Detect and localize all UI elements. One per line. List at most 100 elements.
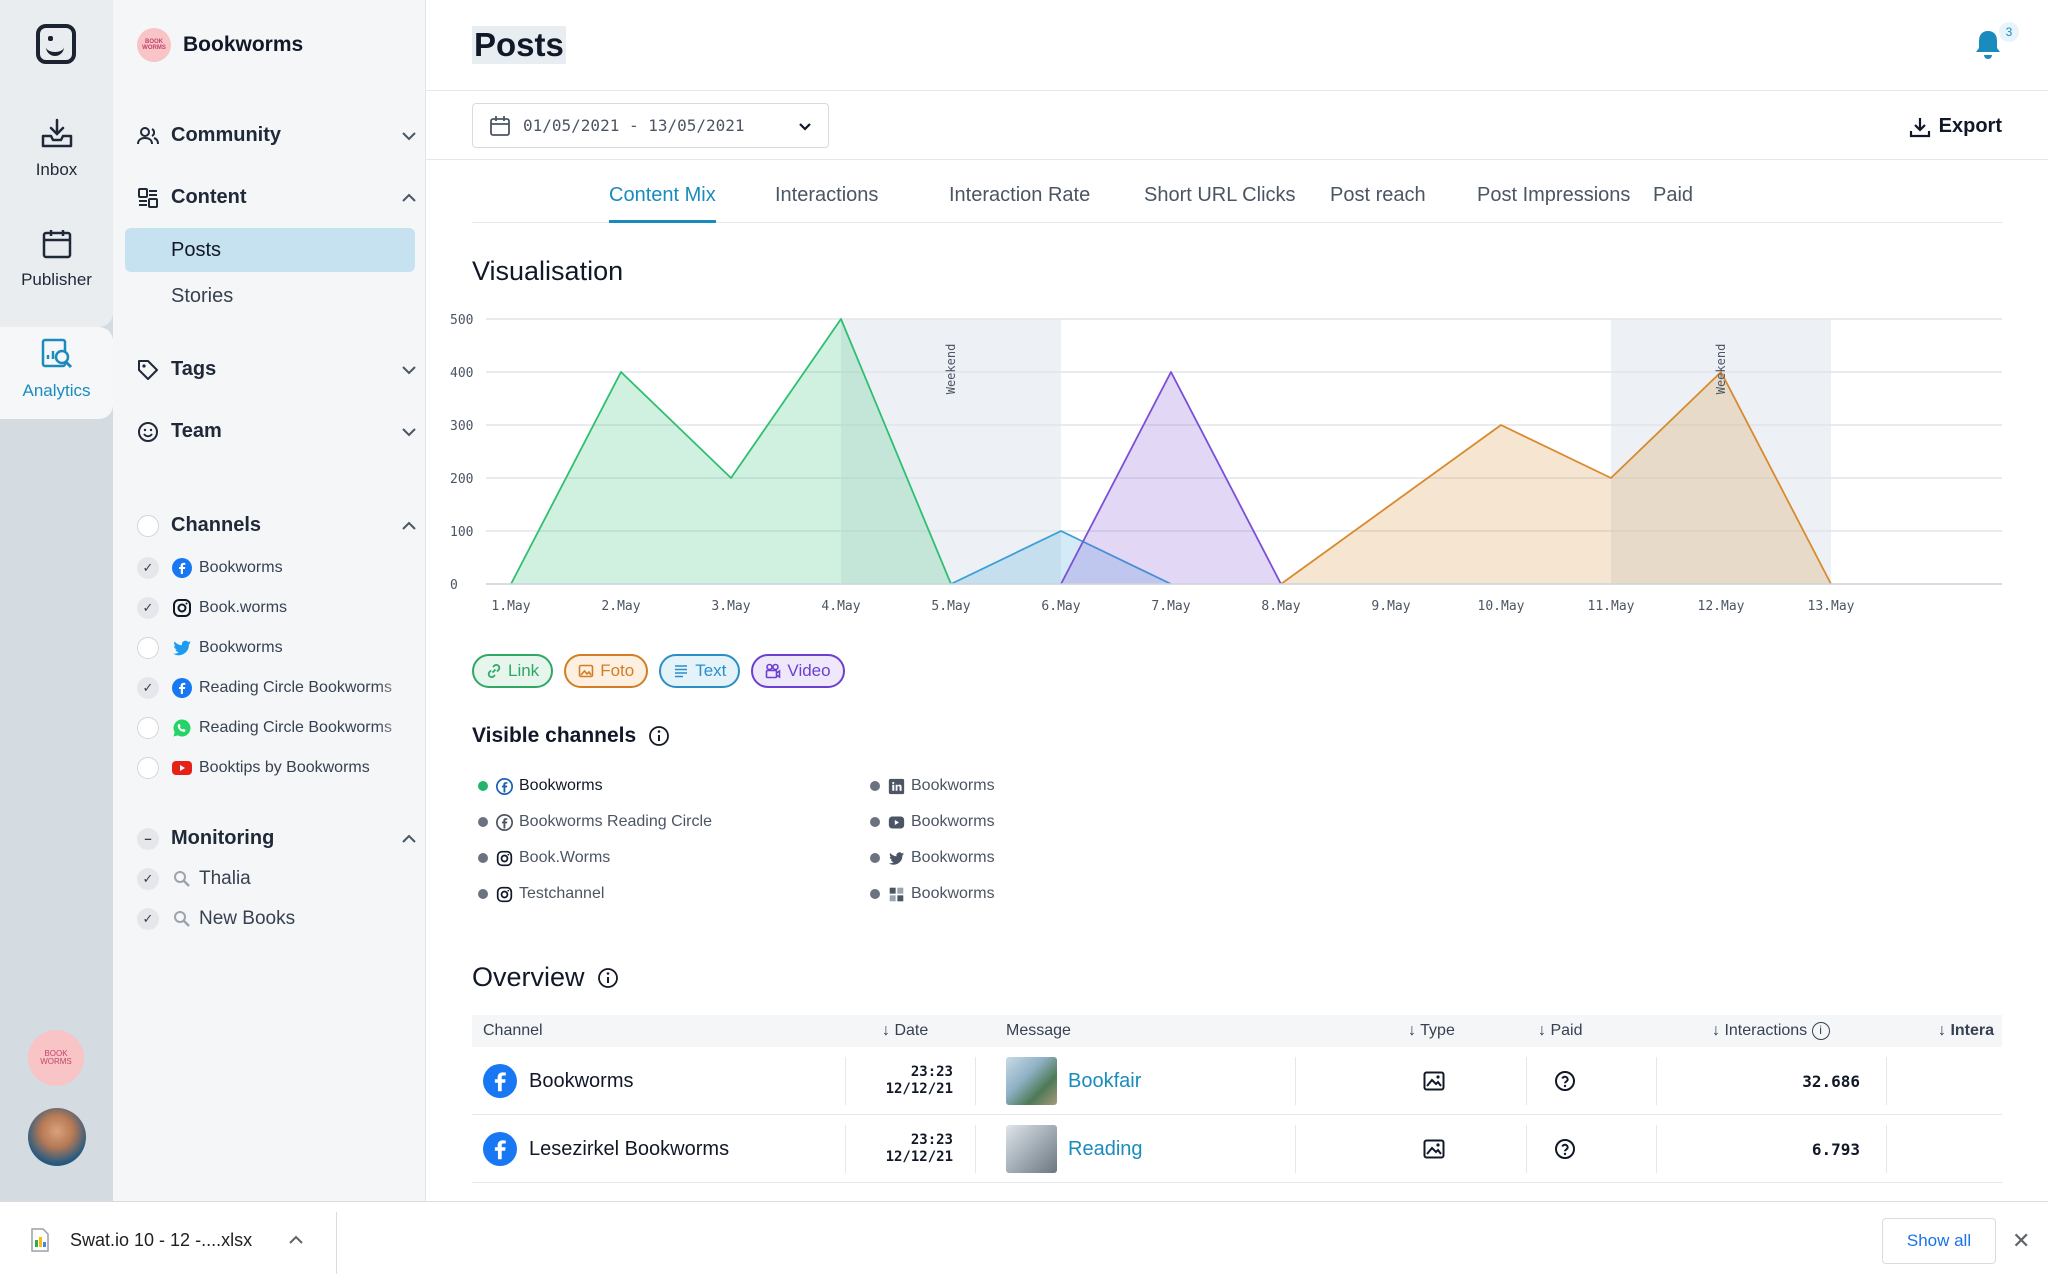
- col-channel[interactable]: Channel: [483, 1022, 543, 1039]
- rail-analytics[interactable]: Analytics: [0, 327, 113, 419]
- checkbox[interactable]: [137, 637, 159, 659]
- col-extra[interactable]: ↓ Intera: [1938, 1022, 1994, 1040]
- tag-icon: [137, 359, 159, 381]
- col-interactions[interactable]: ↓ Interactions i: [1712, 1022, 1830, 1040]
- image-icon: [1423, 1139, 1445, 1159]
- visible-channel-item[interactable]: Bookworms: [472, 768, 892, 804]
- status-dot: [870, 889, 880, 899]
- tab-interactions[interactable]: Interactions: [775, 184, 879, 206]
- table-row[interactable]: Lesezirkel Bookworms 23:23 12/12/21 Reading…: [472, 1115, 2002, 1183]
- visible-channel-item[interactable]: Book.Worms: [472, 840, 892, 876]
- monitoring-item[interactable]: ✓ Thalia: [137, 866, 417, 892]
- post-date: 12/12/21: [885, 1081, 953, 1097]
- tab-bar: Content Mix Interactions Interaction Rat…: [472, 160, 2002, 223]
- post-thumbnail[interactable]: [1006, 1057, 1057, 1105]
- nav-channels[interactable]: Channels: [137, 514, 417, 537]
- tab-content-mix[interactable]: Content Mix: [609, 184, 716, 223]
- col-paid[interactable]: ↓ Paid: [1538, 1022, 1582, 1040]
- divider: [975, 1057, 976, 1105]
- nav-content[interactable]: Content: [137, 186, 417, 209]
- facebook-icon: [171, 557, 193, 579]
- overview-title: Overview: [472, 962, 619, 993]
- smiley-icon: [137, 421, 159, 443]
- checkbox[interactable]: [137, 757, 159, 779]
- image-icon: [1423, 1071, 1445, 1091]
- channel-item[interactable]: ✓ Bookworms: [137, 555, 417, 581]
- channel-item[interactable]: ✓ Book.worms: [137, 595, 417, 621]
- nav-team[interactable]: Team: [137, 420, 417, 443]
- monitoring-item[interactable]: ✓ New Books: [137, 906, 417, 932]
- channel-item[interactable]: ✓ Reading Circle Bookworms: [137, 675, 417, 701]
- export-button[interactable]: Export: [1909, 115, 2002, 138]
- visible-channel-item[interactable]: Bookworms: [864, 804, 1284, 840]
- checkbox[interactable]: ✓: [137, 677, 159, 699]
- legend-pill-video[interactable]: Video: [751, 654, 845, 688]
- visible-channel-item[interactable]: Bookworms: [864, 768, 1284, 804]
- channel-item[interactable]: Reading Circle Bookworms: [137, 715, 417, 741]
- channels-select-all-checkbox[interactable]: [137, 514, 159, 537]
- link-icon: [486, 663, 508, 679]
- visible-channel-item[interactable]: Bookworms Reading Circle: [472, 804, 892, 840]
- download-item[interactable]: Swat.io 10 - 12 -....xlsx: [30, 1228, 304, 1252]
- search-icon: [171, 868, 193, 890]
- post-time: 23:23: [910, 1064, 953, 1080]
- checkbox[interactable]: ✓: [137, 597, 159, 619]
- col-message[interactable]: Message: [1006, 1022, 1071, 1039]
- user-avatar[interactable]: [28, 1108, 86, 1166]
- nav-community[interactable]: Community: [137, 124, 417, 147]
- rail-inbox[interactable]: Inbox: [0, 118, 113, 180]
- nav-tags[interactable]: Tags: [137, 358, 417, 381]
- show-all-button[interactable]: Show all: [1882, 1218, 1996, 1264]
- visible-channel-item[interactable]: Bookworms: [864, 876, 1284, 912]
- tab-paid[interactable]: Paid: [1653, 184, 1694, 206]
- paid-cell: [1554, 1047, 1576, 1115]
- visible-channel-item[interactable]: Testchannel: [472, 876, 892, 912]
- fade-overlay: [377, 555, 417, 581]
- sort-arrow-icon: ↓: [1538, 1022, 1551, 1039]
- channel-item[interactable]: Bookworms: [137, 635, 417, 661]
- message-link[interactable]: Bookfair: [1068, 1069, 1142, 1092]
- tab-interaction-rate[interactable]: Interaction Rate: [949, 184, 1091, 206]
- message-link[interactable]: Reading: [1068, 1137, 1143, 1160]
- fade-overlay: [377, 755, 417, 781]
- legend-pill-foto[interactable]: Foto: [564, 654, 649, 688]
- info-icon[interactable]: [648, 725, 670, 747]
- info-icon[interactable]: [597, 967, 619, 989]
- sidebar-item-posts[interactable]: Posts: [125, 228, 415, 272]
- visible-channel-label: Bookworms: [911, 777, 995, 794]
- app-logo-icon[interactable]: [36, 24, 76, 64]
- tab-short-url-clicks[interactable]: Short URL Clicks: [1144, 184, 1296, 206]
- checkbox[interactable]: ✓: [137, 557, 159, 579]
- col-type[interactable]: ↓ Type: [1408, 1022, 1455, 1040]
- x-tick-label: 8.May: [1261, 599, 1300, 614]
- tab-post-impressions[interactable]: Post Impressions: [1477, 184, 1631, 206]
- checkbox[interactable]: [137, 717, 159, 739]
- content-icon: [137, 187, 159, 209]
- post-thumbnail[interactable]: [1006, 1125, 1057, 1173]
- rail-publisher[interactable]: Publisher: [0, 228, 113, 290]
- monitoring-item-label: New Books: [199, 908, 296, 929]
- legend-pill-text[interactable]: Text: [659, 654, 741, 688]
- bell-icon[interactable]: [1974, 28, 2002, 60]
- date-range-picker[interactable]: 01/05/2021 - 13/05/2021: [472, 103, 829, 148]
- tab-post-reach[interactable]: Post reach: [1330, 184, 1426, 206]
- col-date[interactable]: ↓ Date: [882, 1022, 928, 1040]
- sort-arrow-icon: ↓: [882, 1022, 895, 1039]
- channel-item[interactable]: Booktips by Bookworms: [137, 755, 417, 781]
- legend-pill-link[interactable]: Link: [472, 654, 554, 688]
- table-row[interactable]: Bookworms 23:23 12/12/21 Bookfair 32.686: [472, 1047, 2002, 1115]
- sidebar-item-stories[interactable]: Stories: [125, 274, 415, 318]
- checkbox[interactable]: ✓: [137, 908, 159, 930]
- workspace-header[interactable]: BOOK WORMS Bookworms: [137, 28, 303, 62]
- close-icon[interactable]: ✕: [2012, 1228, 2031, 1253]
- y-tick-label: 200: [450, 472, 473, 487]
- fade-overlay: [377, 675, 417, 701]
- nav-monitoring[interactable]: – Monitoring: [137, 827, 417, 850]
- nav-monitoring-label: Monitoring: [171, 827, 275, 849]
- monitoring-select-all-checkbox[interactable]: –: [137, 827, 159, 850]
- interactions-value: 32.686: [1802, 1071, 1860, 1091]
- workspace-avatar[interactable]: BOOK WORMS: [28, 1030, 84, 1086]
- chevron-up-icon[interactable]: [288, 1235, 304, 1245]
- checkbox[interactable]: ✓: [137, 868, 159, 890]
- visible-channel-item[interactable]: Bookworms: [864, 840, 1284, 876]
